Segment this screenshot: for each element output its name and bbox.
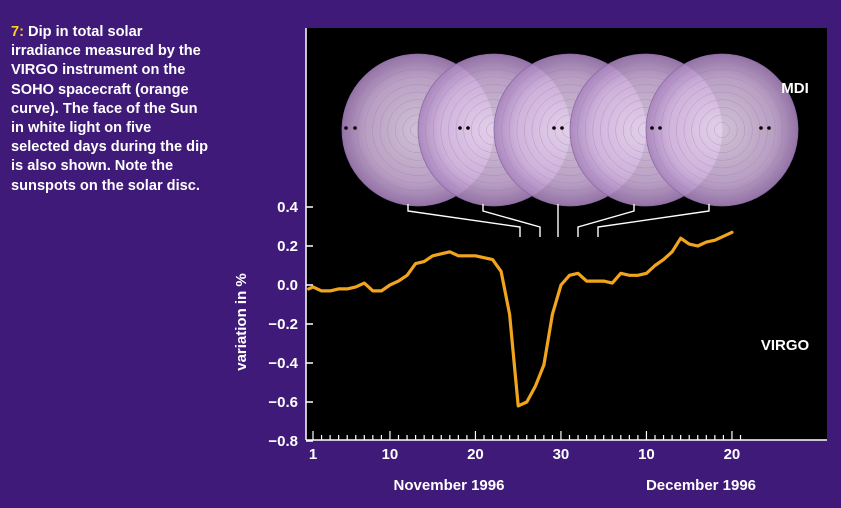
sunspot [650, 126, 654, 130]
virgo-irradiance-curve [307, 230, 734, 408]
sun-disc-ring [660, 68, 784, 192]
sunspot [767, 126, 771, 130]
sunspot [759, 126, 763, 130]
month-label-december: December 1996 [646, 477, 756, 494]
caption-text: Dip in total solar irradiance measured b… [11, 24, 209, 194]
x-tick-label: 1 [309, 446, 317, 463]
x-tick-label: 10 [382, 446, 399, 463]
sunspot [344, 126, 348, 130]
y-tick-label: −0.8 [268, 433, 298, 450]
axes: 0.4 0.2 0.0 −0.2 −0.4 −0.6 −0.8 1 10 20 30 10 20 [268, 28, 827, 463]
y-tick-label: −0.6 [268, 394, 298, 411]
sunspot [458, 126, 462, 130]
virgo-label: VIRGO [761, 337, 810, 354]
sunspot [353, 126, 357, 130]
sunspot [552, 126, 556, 130]
sun-connector-lines [407, 204, 710, 237]
connector-line [407, 204, 521, 237]
y-tick-label: 0.0 [277, 277, 298, 294]
month-label-november: November 1996 [394, 477, 505, 494]
sun-disc-ring [683, 91, 761, 169]
x-tick-label: 20 [467, 446, 484, 463]
sun-disc-face [645, 53, 799, 207]
x-tick-label: 20 [724, 446, 741, 463]
connector-line [577, 204, 635, 237]
mdi-label: MDI [781, 80, 809, 97]
y-tick-label: −0.4 [268, 355, 298, 372]
sun-disc-ring [706, 114, 738, 146]
sun-images [341, 53, 799, 207]
figure-caption: 7: Dip in total solar irradiance measure… [11, 23, 211, 196]
y-tick-label: 0.2 [277, 238, 298, 255]
connector-line [597, 204, 710, 237]
sun-disc-ring [653, 61, 791, 199]
y-tick-label: 0.4 [277, 199, 299, 216]
x-tick-label: 30 [553, 446, 570, 463]
sunspot [658, 126, 662, 130]
sunspot [560, 126, 564, 130]
sun-disc-ring [698, 106, 746, 154]
sun-disc-ring [714, 122, 730, 138]
y-axis-label: variation in % [233, 273, 250, 371]
sun-disc [645, 53, 799, 207]
sunspot [466, 126, 470, 130]
caption-number: 7: [11, 24, 24, 40]
y-tick-label: −0.2 [268, 316, 298, 333]
connector-line [482, 204, 541, 237]
sun-disc-ring [668, 76, 776, 184]
sun-disc-ring [691, 99, 753, 161]
x-tick-label: 10 [638, 446, 655, 463]
sun-disc-ring [676, 84, 768, 176]
